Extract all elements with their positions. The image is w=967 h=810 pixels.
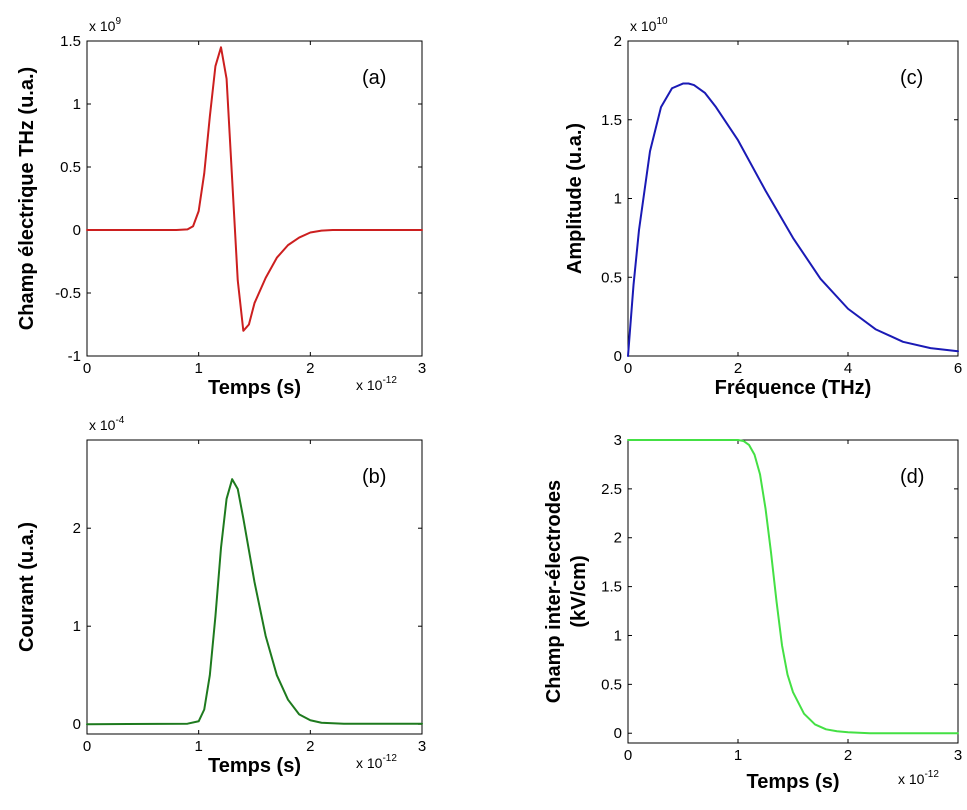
- series-line: [86, 478, 423, 726]
- x-multiplier-exponent: -12: [382, 753, 397, 764]
- y-tick-label: 2: [614, 530, 622, 547]
- y-axis-label: Amplitude (u.a.): [564, 123, 586, 274]
- y-multiplier-base: x 10: [630, 18, 657, 34]
- y-axis-label: Champ inter-électrodes: [543, 480, 565, 703]
- y-tick-label: -1: [68, 348, 81, 365]
- y-tick-label: 1: [73, 96, 81, 113]
- x-tick-label: 2: [306, 738, 314, 755]
- x-tick-label: 2: [306, 360, 314, 377]
- chart-panel-d: 0 1 2 3 0 0.5 1 1.5 2 2.5 3 (d) Temps (s) Champ inter…: [543, 432, 962, 793]
- x-axis-label: Fréquence (THz): [715, 377, 872, 399]
- panel-letter: (d): [900, 466, 924, 488]
- y-axis-label-unit: (kV/cm): [568, 555, 590, 627]
- y-multiplier: x 1010: [630, 16, 668, 34]
- y-tick-label: 0: [614, 348, 622, 365]
- series-line: [86, 46, 423, 332]
- x-multiplier: x 10-12: [356, 753, 397, 771]
- x-multiplier: x 10-12: [356, 375, 397, 393]
- y-tick-label: 1.5: [601, 579, 622, 596]
- y-tick-label: 0.5: [601, 269, 622, 286]
- y-tick-label: 2: [614, 33, 622, 50]
- x-axis-label: Temps (s): [747, 771, 840, 793]
- y-multiplier: x 10-4: [89, 415, 125, 433]
- x-tick-label: 3: [954, 747, 962, 764]
- x-tick-label: 1: [194, 738, 202, 755]
- y-tick-label: 1: [73, 618, 81, 635]
- panel-letter: (a): [362, 67, 386, 89]
- y-tick-label: 0: [73, 222, 81, 239]
- x-tick-label: 4: [844, 360, 852, 377]
- x-tick-label: 2: [734, 360, 742, 377]
- x-tick-label: 0: [83, 738, 91, 755]
- y-tick-label: 0: [73, 716, 81, 733]
- x-tick-label: 0: [624, 360, 632, 377]
- y-multiplier-base: x 10: [89, 417, 116, 433]
- y-multiplier-exponent: -4: [115, 415, 124, 426]
- series-line: [627, 439, 959, 735]
- x-multiplier-base: x 10: [898, 771, 925, 787]
- x-multiplier-base: x 10: [356, 377, 383, 393]
- x-tick-label: 1: [734, 747, 742, 764]
- chart-panel-c: 0 2 4 6 0 0.5 1 1.5 2 (c) Fréquence (THz) Amplitude…: [564, 16, 962, 399]
- x-tick-label: 2: [844, 747, 852, 764]
- y-tick-label: -0.5: [55, 285, 81, 302]
- y-axis-label: Champ électrique THz (u.a.): [16, 67, 38, 330]
- y-tick-label: 0.5: [601, 676, 622, 693]
- x-tick-label: 6: [954, 360, 962, 377]
- y-tick-label: 3: [614, 432, 622, 449]
- x-multiplier: x 10-12: [898, 769, 939, 787]
- y-multiplier-exponent: 9: [115, 16, 121, 27]
- y-tick-label: 0.5: [60, 159, 81, 176]
- y-multiplier-base: x 10: [89, 18, 116, 34]
- x-axis-label: Temps (s): [208, 755, 301, 777]
- y-tick-label: 2.5: [601, 481, 622, 498]
- y-tick-label: 1.5: [601, 112, 622, 129]
- series-line: [627, 82, 959, 357]
- x-tick-label: 0: [624, 747, 632, 764]
- panel-letter: (b): [362, 466, 386, 488]
- x-tick-label: 1: [194, 360, 202, 377]
- x-tick-label: 3: [418, 738, 426, 755]
- y-tick-label: 1.5: [60, 33, 81, 50]
- y-tick-label: 1: [614, 627, 622, 644]
- x-axis-label: Temps (s): [208, 377, 301, 399]
- y-multiplier-exponent: 10: [656, 16, 668, 27]
- x-tick-label: 0: [83, 360, 91, 377]
- x-multiplier-base: x 10: [356, 755, 383, 771]
- chart-panel-a: 0 1 2 3 -1 -0.5 0 0.5 1 1.5 (a) Temps (s) Champ élec…: [16, 16, 426, 399]
- y-axis-label: Courant (u.a.): [16, 522, 38, 652]
- plot-frame: [627, 439, 959, 744]
- y-tick-label: 1: [614, 191, 622, 208]
- x-tick-label: 3: [418, 360, 426, 377]
- y-tick-label: 0: [614, 725, 622, 742]
- y-multiplier: x 109: [89, 16, 121, 34]
- x-multiplier-exponent: -12: [382, 375, 397, 386]
- plot-frame: [86, 439, 423, 735]
- panel-letter: (c): [900, 67, 923, 89]
- plot-frame: [86, 40, 423, 357]
- x-multiplier-exponent: -12: [924, 769, 939, 780]
- y-tick-label: 2: [73, 520, 81, 537]
